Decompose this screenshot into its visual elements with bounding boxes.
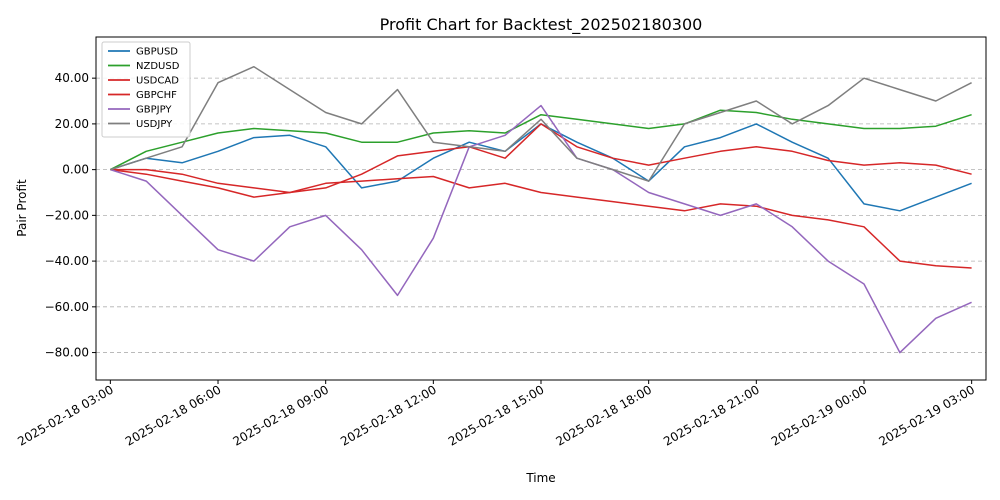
x-axis-label: Time [525, 471, 555, 485]
legend-entry: GBPJPY [136, 105, 172, 116]
x-tick-label: 2025-02-18 09:00 [231, 382, 332, 448]
y-tick-label: 40.00 [55, 71, 89, 85]
legend-entry: USDCAD [136, 76, 179, 87]
y-tick-label: 20.00 [55, 117, 89, 131]
x-tick-label: 2025-02-19 00:00 [769, 382, 870, 448]
y-tick-label: −40.00 [45, 254, 89, 268]
x-tick-label: 2025-02-18 21:00 [661, 382, 762, 448]
series-line-gbpusd [110, 123, 972, 212]
series-layer [110, 65, 972, 354]
x-tick-label: 2025-02-18 06:00 [123, 382, 224, 448]
series-line-gbpjpy [110, 104, 972, 354]
legend: GBPUSD NZDUSD USDCAD GBPCHF GBPJPY USDJPY [101, 41, 191, 138]
y-tick-label: −80.00 [45, 346, 89, 360]
series-line-usdjpy [110, 65, 972, 182]
y-tick-label: −60.00 [45, 300, 89, 314]
series-line-usdcad [110, 123, 972, 194]
x-tick-label: 2025-02-18 15:00 [446, 382, 547, 448]
x-tick-label: 2025-02-18 18:00 [554, 382, 655, 448]
x-axis-ticks: 2025-02-18 03:00 2025-02-18 06:00 2025-02-… [15, 380, 977, 449]
axes-frame [95, 36, 987, 381]
legend-entry: GBPUSD [136, 47, 178, 58]
legend-entry: NZDUSD [136, 61, 180, 72]
y-tick-label: −20.00 [45, 208, 89, 222]
chart-title: Profit Chart for Backtest_202502180300 [380, 15, 703, 35]
y-axis-ticks: 40.00 20.00 0.00 −20.00 −40.00 −60.00 −80.00 [45, 71, 96, 360]
x-tick-label: 2025-02-19 03:00 [876, 382, 977, 448]
y-tick-label: 0.00 [62, 163, 89, 177]
legend-entry: GBPCHF [136, 90, 177, 101]
x-tick-label: 2025-02-18 12:00 [338, 382, 439, 448]
legend-entry: USDJPY [136, 119, 173, 130]
series-line-gbpchf [110, 168, 972, 269]
x-tick-label: 2025-02-18 03:00 [15, 382, 116, 448]
y-axis-label: Pair Profit [15, 179, 29, 237]
series-line-nzdusd [110, 109, 972, 171]
